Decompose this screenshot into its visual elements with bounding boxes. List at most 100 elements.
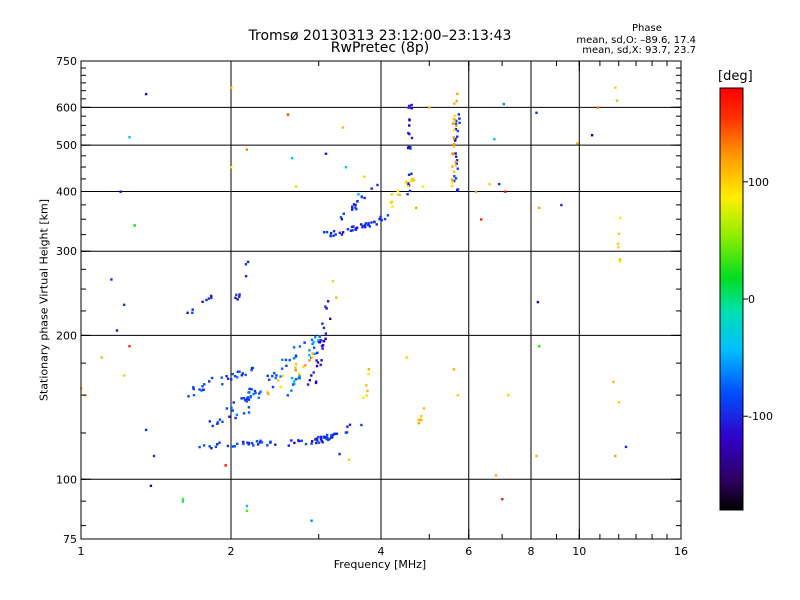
echo-point [221, 420, 224, 423]
echo-point [454, 177, 458, 180]
echo-point [256, 443, 260, 446]
echo-point [115, 329, 119, 332]
echo-point [363, 175, 366, 178]
echo-point [322, 231, 326, 234]
echo-point [241, 372, 244, 375]
echo-point [244, 373, 247, 377]
echo-point [370, 221, 373, 224]
echo-point [365, 384, 368, 387]
phase-colorbar [719, 87, 744, 511]
echo-point [364, 223, 367, 226]
y-tick-label: 500 [56, 139, 77, 152]
echo-point [405, 180, 409, 184]
echo-point [258, 392, 261, 395]
echo-point [254, 391, 257, 395]
echo-point [329, 231, 333, 235]
echo-point [203, 383, 206, 386]
echo-point [244, 399, 247, 402]
echo-point [294, 185, 298, 188]
echo-point [225, 375, 228, 378]
echo-point [119, 190, 122, 193]
echo-point [455, 119, 458, 123]
echo-point [315, 437, 318, 440]
echo-point [352, 203, 356, 206]
echo-point [267, 392, 270, 396]
echo-point [318, 341, 321, 344]
echo-point [208, 380, 211, 383]
echo-point [281, 374, 285, 377]
echo-point [451, 184, 454, 188]
echo-point [320, 439, 324, 443]
echo-point [456, 129, 460, 133]
echo-point [420, 418, 423, 422]
echo-point [338, 231, 341, 234]
echo-point [250, 367, 254, 370]
echo-point [617, 401, 621, 404]
colorbar-tick-label: 100 [748, 176, 769, 189]
echo-point [268, 378, 271, 381]
echo-point [312, 340, 315, 344]
echo-point [421, 185, 425, 188]
phase-stats-heading: Phase [632, 23, 662, 34]
echo-point [316, 439, 319, 442]
echo-point [455, 99, 458, 103]
echo-point [279, 375, 282, 378]
echo-point [312, 371, 315, 374]
echo-point [271, 385, 275, 389]
echo-point [228, 415, 231, 418]
echo-point [453, 128, 456, 132]
echo-point [290, 389, 293, 392]
echo-point [339, 216, 343, 219]
echo-point [332, 433, 335, 437]
echo-point [319, 438, 323, 441]
echo-point [454, 122, 458, 125]
echo-point [294, 366, 297, 369]
echo-point [259, 390, 262, 393]
echo-point [408, 118, 411, 121]
echo-point [364, 225, 367, 229]
echo-point [192, 394, 196, 397]
echo-point [247, 398, 251, 401]
echo-point [334, 432, 337, 435]
echo-point [128, 345, 131, 348]
echo-point [615, 99, 619, 102]
echo-point [367, 223, 370, 227]
echo-point [410, 180, 413, 183]
echo-point [407, 173, 411, 176]
echo-point [378, 217, 381, 221]
echo-point [320, 359, 323, 362]
echo-point [455, 162, 458, 165]
echo-point [288, 358, 291, 362]
echo-point [453, 179, 456, 183]
echo-point [238, 293, 241, 296]
echo-point [617, 246, 620, 249]
echo-point [452, 136, 455, 139]
echo-point [302, 365, 305, 368]
echo-point [198, 445, 201, 449]
echo-point [452, 368, 456, 371]
echo-point [226, 377, 230, 380]
echo-point [208, 445, 211, 448]
x-tick-label: 16 [674, 545, 688, 558]
echo-point [355, 208, 358, 211]
echo-point [303, 341, 306, 344]
echo-point [408, 106, 411, 109]
echo-point [300, 439, 303, 442]
echo-point [252, 392, 255, 396]
echo-point [253, 389, 257, 393]
echo-point [354, 203, 357, 207]
echo-point [396, 189, 400, 192]
echo-point [236, 298, 239, 301]
echo-point [230, 406, 233, 409]
echo-point [304, 442, 308, 446]
echo-point [314, 381, 318, 385]
echo-point [293, 382, 296, 385]
echo-point [273, 371, 276, 375]
echo-point [231, 372, 234, 376]
echo-point [221, 383, 224, 386]
echo-point [220, 376, 223, 379]
echo-point [144, 428, 148, 432]
echo-point [331, 436, 334, 439]
echo-point [271, 374, 274, 378]
echo-point [341, 231, 345, 234]
